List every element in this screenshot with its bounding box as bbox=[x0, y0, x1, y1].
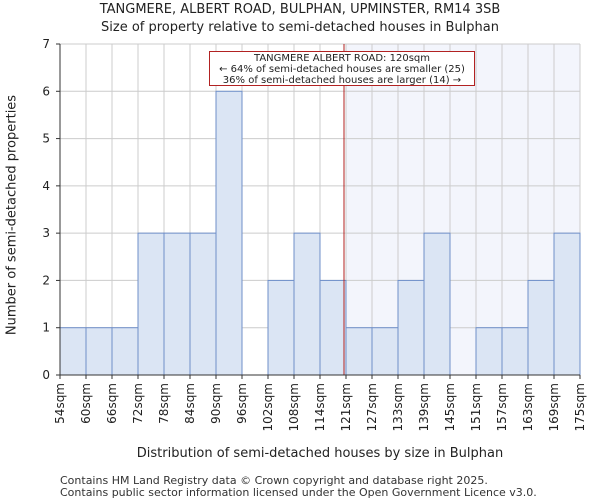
bar bbox=[59, 327, 87, 376]
x-tick-label: 108sqm bbox=[287, 383, 301, 431]
x-tick-label: 139sqm bbox=[417, 383, 431, 431]
bar bbox=[527, 279, 555, 376]
x-tick-label: 151sqm bbox=[469, 383, 483, 431]
bar bbox=[267, 279, 295, 376]
bar bbox=[345, 327, 373, 376]
y-tick-label: 7 bbox=[42, 37, 50, 51]
bar bbox=[423, 232, 451, 376]
bar bbox=[293, 232, 321, 376]
y-tick-label: 3 bbox=[42, 226, 50, 240]
x-tick-label: 66sqm bbox=[105, 383, 119, 424]
y-tick-label: 1 bbox=[42, 321, 50, 335]
x-tick-label: 127sqm bbox=[365, 383, 379, 431]
bar bbox=[85, 327, 113, 376]
y-tick-label: 5 bbox=[42, 132, 50, 146]
chart-subtitle: Size of property relative to semi-detach… bbox=[101, 20, 499, 35]
x-axis-label: Distribution of semi-detached houses by … bbox=[136, 446, 504, 461]
chart-title: TANGMERE, ALBERT ROAD, BULPHAN, UPMINSTE… bbox=[99, 2, 501, 17]
x-tick-label: 157sqm bbox=[495, 383, 509, 431]
annotation-line-1: TANGMERE ALBERT ROAD: 120sqm bbox=[253, 53, 430, 64]
x-tick-label: 84sqm bbox=[183, 383, 197, 424]
footer-copyright: Contains HM Land Registry data © Crown c… bbox=[60, 474, 488, 487]
x-tick-label: 163sqm bbox=[521, 383, 535, 431]
y-tick-label: 2 bbox=[42, 273, 50, 287]
property-annotation: TANGMERE ALBERT ROAD: 120sqm ← 64% of se… bbox=[209, 51, 475, 86]
bar bbox=[319, 279, 347, 376]
bar bbox=[397, 279, 425, 376]
footer-licence: Contains public sector information licen… bbox=[60, 486, 537, 499]
bar bbox=[163, 232, 191, 376]
x-tick-label: 175sqm bbox=[573, 383, 587, 431]
x-tick-label: 169sqm bbox=[547, 383, 561, 431]
bar bbox=[475, 327, 503, 376]
bar bbox=[215, 90, 243, 376]
x-tick-label: 121sqm bbox=[339, 383, 353, 431]
x-tick-label: 145sqm bbox=[443, 383, 457, 431]
annotation-line-2: ← 64% of semi-detached houses are smalle… bbox=[219, 64, 465, 75]
y-tick-label: 4 bbox=[42, 179, 50, 193]
y-tick-label: 6 bbox=[42, 84, 50, 98]
bar bbox=[501, 327, 529, 376]
bar bbox=[137, 232, 165, 376]
annotation-line-3: 36% of semi-detached houses are larger (… bbox=[222, 75, 462, 86]
x-tick-label: 72sqm bbox=[131, 383, 145, 424]
x-tick-label: 133sqm bbox=[391, 383, 405, 431]
y-axis-label: Number of semi-detached properties bbox=[4, 94, 20, 336]
bar bbox=[371, 327, 399, 376]
bar bbox=[111, 327, 139, 376]
bar bbox=[189, 232, 217, 376]
y-tick-label: 0 bbox=[42, 368, 50, 382]
x-tick-label: 102sqm bbox=[261, 383, 275, 431]
x-tick-label: 96sqm bbox=[235, 383, 249, 424]
x-tick-label: 90sqm bbox=[209, 383, 223, 424]
x-tick-label: 114sqm bbox=[313, 383, 327, 431]
x-tick-label: 78sqm bbox=[157, 383, 171, 424]
x-tick-label: 54sqm bbox=[53, 383, 67, 424]
x-tick-label: 60sqm bbox=[79, 383, 93, 424]
bar bbox=[553, 232, 581, 376]
